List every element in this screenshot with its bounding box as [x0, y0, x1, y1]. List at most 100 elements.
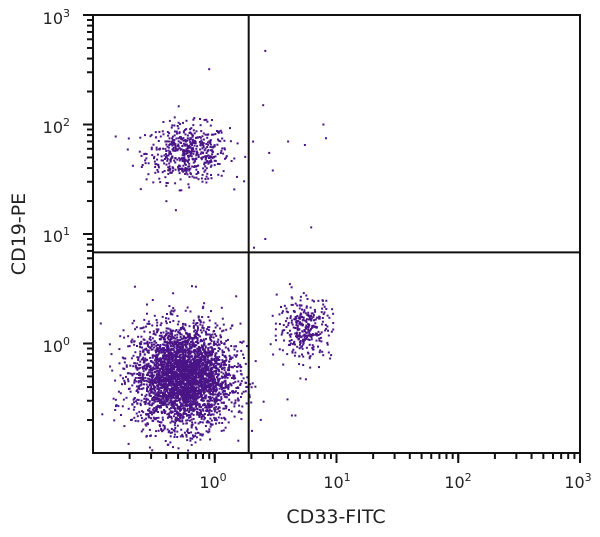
data-point: [191, 372, 193, 375]
data-point: [219, 152, 222, 154]
data-point: [187, 370, 190, 373]
data-point: [171, 373, 174, 376]
data-point: [191, 175, 194, 178]
data-point: [236, 142, 239, 145]
data-point: [194, 349, 197, 352]
data-point: [172, 390, 175, 393]
data-point: [177, 127, 180, 130]
data-point: [167, 381, 170, 384]
data-point: [200, 356, 203, 359]
data-point: [153, 160, 156, 163]
data-point: [192, 152, 195, 155]
data-point: [194, 426, 197, 429]
data-point: [185, 128, 188, 131]
data-point: [196, 365, 198, 368]
data-point: [211, 353, 214, 355]
data-point: [200, 389, 203, 392]
y-tick-label: 103: [43, 7, 70, 28]
data-point: [217, 138, 219, 141]
data-point: [317, 334, 320, 336]
data-point: [162, 121, 165, 123]
data-point: [190, 431, 193, 434]
data-point: [145, 397, 148, 400]
data-point: [157, 389, 160, 392]
data-point: [200, 358, 202, 360]
data-point: [156, 373, 159, 376]
data-point: [157, 385, 159, 388]
data-point: [214, 133, 217, 136]
data-point: [212, 350, 214, 353]
data-point: [136, 398, 139, 401]
data-point: [196, 364, 199, 366]
data-point: [204, 133, 207, 136]
data-point: [221, 147, 224, 150]
data-point: [123, 382, 126, 385]
data-point: [182, 378, 185, 381]
data-point: [181, 359, 184, 362]
data-point: [125, 365, 128, 368]
data-point: [150, 341, 153, 344]
data-point: [230, 401, 233, 404]
data-point: [188, 383, 191, 386]
data-point: [192, 363, 195, 366]
data-point: [197, 382, 200, 385]
data-point: [178, 399, 180, 402]
data-point: [225, 155, 228, 158]
data-point: [190, 404, 193, 407]
data-point: [216, 393, 219, 396]
data-point: [235, 366, 238, 368]
data-point: [199, 412, 201, 415]
data-point: [165, 356, 168, 359]
data-point: [227, 421, 230, 424]
data-point: [188, 377, 191, 380]
data-point: [180, 369, 182, 372]
data-point: [200, 151, 203, 154]
data-point: [173, 309, 176, 312]
data-point: [304, 312, 307, 315]
data-point: [148, 378, 151, 381]
data-point: [206, 358, 209, 361]
data-point: [205, 365, 208, 368]
data-point: [167, 403, 170, 406]
data-point: [198, 367, 201, 370]
data-point: [301, 345, 303, 348]
data-point: [186, 378, 189, 381]
data-point: [207, 326, 210, 329]
data-point: [216, 363, 219, 366]
data-point: [215, 396, 218, 399]
data-point: [213, 370, 216, 373]
data-point: [214, 384, 217, 387]
data-point: [218, 363, 221, 366]
data-point: [168, 375, 171, 377]
data-point: [142, 379, 145, 382]
data-point: [166, 361, 169, 363]
data-point: [197, 341, 200, 344]
data-point: [165, 320, 167, 323]
data-point: [196, 322, 199, 324]
data-point: [298, 337, 301, 340]
data-point: [205, 351, 208, 354]
data-point: [310, 338, 313, 341]
data-point: [215, 387, 218, 390]
data-point: [149, 381, 152, 384]
data-point: [190, 406, 193, 409]
data-point: [114, 398, 117, 401]
data-point: [191, 395, 194, 398]
data-point: [186, 391, 188, 394]
data-point: [184, 394, 187, 397]
data-point: [185, 150, 188, 153]
data-point: [133, 379, 136, 382]
data-point: [129, 372, 132, 375]
data-point: [199, 335, 202, 338]
data-point: [237, 399, 240, 402]
data-point: [142, 370, 145, 373]
data-point: [176, 336, 179, 339]
data-point: [186, 365, 189, 368]
data-point: [227, 385, 230, 388]
data-point: [236, 350, 239, 353]
data-point: [214, 390, 217, 393]
data-point: [168, 413, 170, 416]
data-point: [147, 377, 150, 380]
data-point: [165, 394, 168, 396]
data-point: [218, 163, 221, 165]
